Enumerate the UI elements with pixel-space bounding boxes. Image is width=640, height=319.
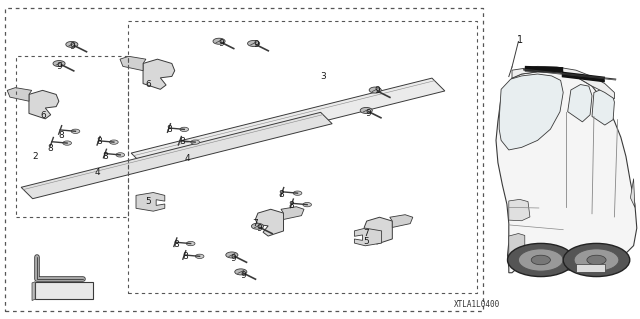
Circle shape bbox=[186, 241, 195, 246]
Text: 5: 5 bbox=[146, 197, 151, 206]
Polygon shape bbox=[509, 199, 530, 221]
Circle shape bbox=[235, 269, 247, 275]
Text: 4: 4 bbox=[184, 154, 189, 163]
Polygon shape bbox=[364, 217, 392, 244]
Polygon shape bbox=[355, 228, 381, 246]
Polygon shape bbox=[131, 78, 445, 166]
Text: 9: 9 bbox=[365, 109, 371, 118]
Text: 8: 8 bbox=[183, 252, 188, 261]
Text: 8: 8 bbox=[47, 144, 52, 153]
Polygon shape bbox=[255, 209, 284, 236]
Text: 9: 9 bbox=[218, 39, 223, 48]
Circle shape bbox=[369, 87, 381, 93]
Text: 8: 8 bbox=[180, 137, 185, 146]
Circle shape bbox=[226, 252, 238, 258]
Polygon shape bbox=[512, 66, 614, 99]
Polygon shape bbox=[509, 234, 525, 255]
Circle shape bbox=[53, 61, 65, 67]
Bar bbox=[35, 282, 93, 299]
Text: 8: 8 bbox=[103, 152, 108, 161]
Text: 6: 6 bbox=[41, 111, 46, 120]
Polygon shape bbox=[592, 89, 614, 125]
Circle shape bbox=[252, 223, 264, 229]
Text: 5: 5 bbox=[364, 237, 369, 246]
Circle shape bbox=[66, 41, 78, 48]
Text: 9: 9 bbox=[231, 254, 236, 263]
Text: 3: 3 bbox=[321, 72, 326, 81]
Circle shape bbox=[587, 255, 606, 265]
Text: 9: 9 bbox=[241, 271, 246, 280]
Circle shape bbox=[360, 108, 372, 114]
Polygon shape bbox=[32, 282, 35, 300]
Text: 1: 1 bbox=[516, 35, 523, 45]
Text: 4: 4 bbox=[95, 168, 100, 177]
Polygon shape bbox=[136, 192, 165, 211]
Circle shape bbox=[508, 243, 574, 277]
Text: 8: 8 bbox=[167, 125, 172, 134]
Text: 8: 8 bbox=[173, 240, 179, 249]
Polygon shape bbox=[29, 90, 59, 119]
Text: 8: 8 bbox=[289, 201, 294, 210]
Circle shape bbox=[248, 41, 260, 47]
Circle shape bbox=[293, 191, 302, 195]
Circle shape bbox=[574, 249, 619, 271]
Circle shape bbox=[116, 153, 125, 157]
Polygon shape bbox=[7, 88, 32, 101]
Polygon shape bbox=[21, 112, 332, 199]
Polygon shape bbox=[499, 74, 563, 150]
Polygon shape bbox=[120, 56, 146, 71]
Text: 8: 8 bbox=[58, 131, 63, 140]
Text: 7: 7 bbox=[252, 219, 257, 228]
Polygon shape bbox=[630, 179, 635, 207]
Polygon shape bbox=[281, 207, 304, 219]
Text: 9: 9 bbox=[253, 40, 259, 49]
Polygon shape bbox=[390, 215, 413, 227]
Bar bbox=[576, 264, 605, 272]
Text: 8: 8 bbox=[97, 137, 102, 146]
Circle shape bbox=[63, 141, 72, 145]
Text: 2: 2 bbox=[33, 152, 38, 161]
Circle shape bbox=[303, 203, 312, 207]
Text: 8: 8 bbox=[279, 190, 284, 199]
Circle shape bbox=[213, 38, 225, 44]
Circle shape bbox=[191, 140, 200, 144]
Text: 7: 7 bbox=[364, 229, 369, 238]
Polygon shape bbox=[143, 59, 175, 89]
Text: 9: 9 bbox=[257, 224, 262, 233]
Circle shape bbox=[71, 129, 80, 133]
Polygon shape bbox=[568, 85, 592, 122]
Text: 6: 6 bbox=[146, 80, 151, 89]
Text: 9: 9 bbox=[56, 63, 61, 71]
Circle shape bbox=[563, 243, 630, 277]
Text: 9: 9 bbox=[375, 86, 380, 95]
Circle shape bbox=[518, 249, 563, 271]
Text: 9: 9 bbox=[70, 42, 75, 51]
Circle shape bbox=[195, 254, 204, 258]
Polygon shape bbox=[496, 72, 637, 273]
Text: XTLA1L0400: XTLA1L0400 bbox=[454, 300, 500, 309]
Circle shape bbox=[109, 140, 118, 144]
Circle shape bbox=[531, 255, 550, 265]
Circle shape bbox=[180, 127, 189, 131]
